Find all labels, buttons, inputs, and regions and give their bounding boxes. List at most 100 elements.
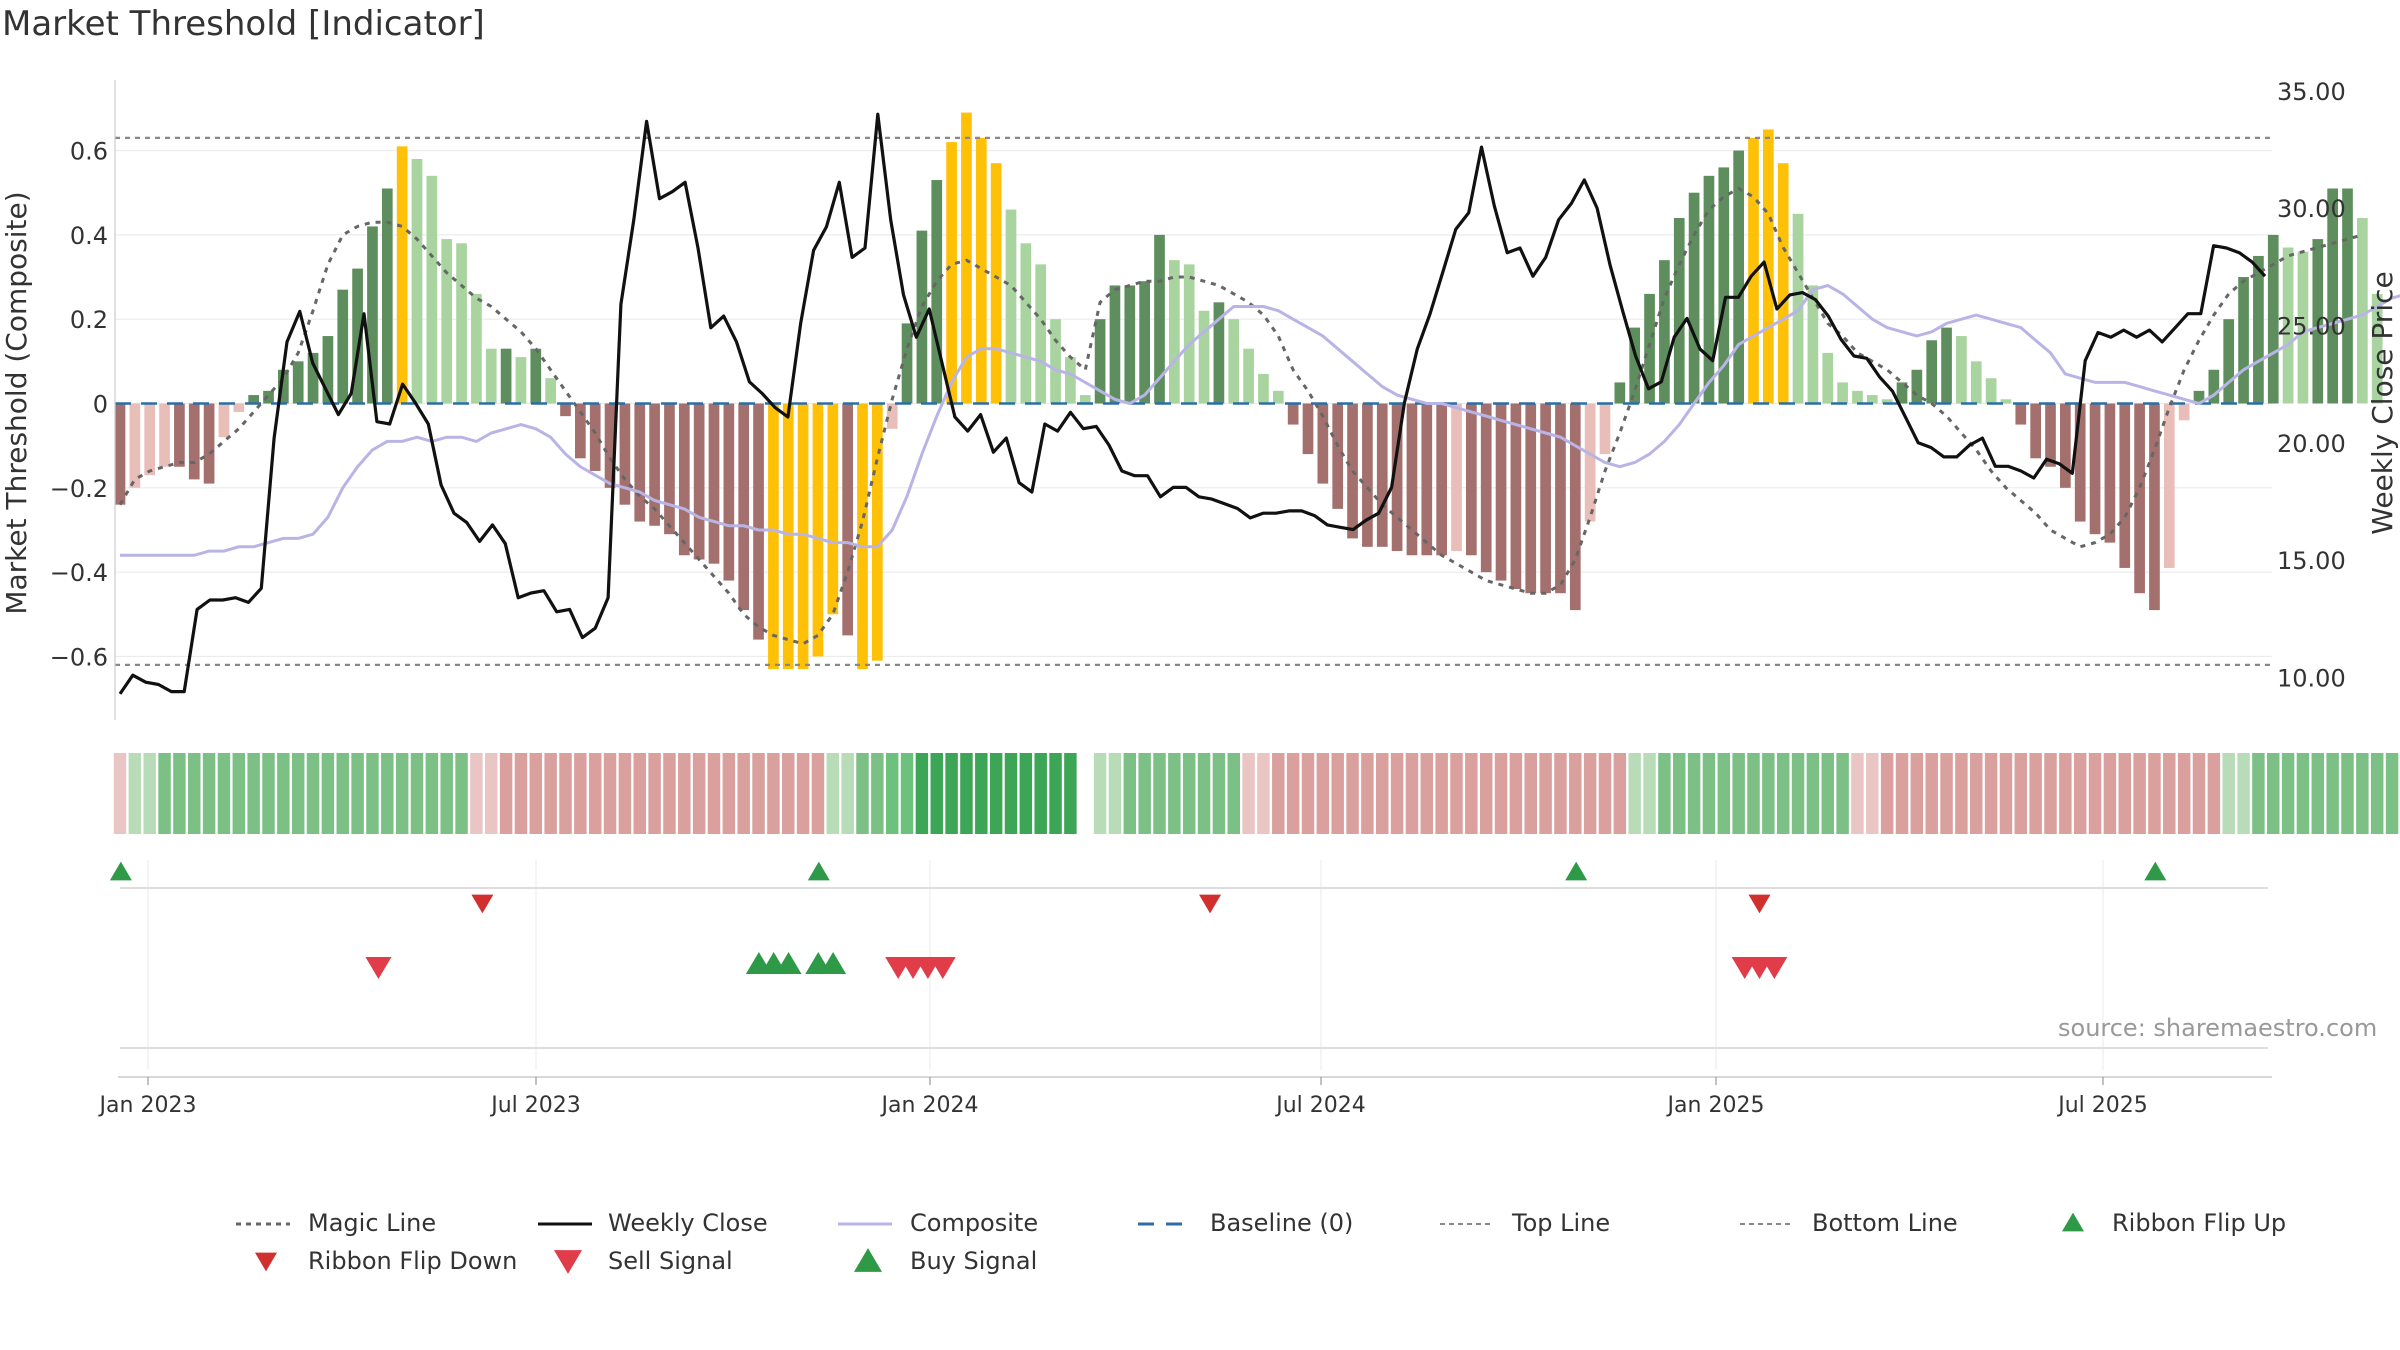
composite-bar	[1035, 264, 1047, 404]
composite-bar	[619, 403, 631, 505]
ribbon-cell	[975, 753, 988, 834]
composite-bar	[961, 112, 972, 404]
ribbon-cell	[737, 753, 750, 834]
y2-tick-label: 15.00	[2277, 547, 2346, 575]
ribbon-cell	[722, 753, 736, 834]
legend-label-close: Weekly Close	[608, 1209, 768, 1237]
ribbon-cell	[1227, 753, 1240, 834]
ribbon-cell	[826, 753, 840, 834]
composite-bar	[1154, 234, 1165, 404]
composite-bar	[1124, 285, 1136, 404]
ribbon-cell	[1806, 753, 1820, 834]
composite-bar	[1763, 129, 1774, 404]
composite-bar	[367, 226, 378, 404]
ribbon-cell	[1895, 753, 1909, 834]
ribbon-cell	[1970, 753, 1983, 834]
ribbon-cell	[885, 753, 899, 834]
ribbon-cell	[499, 753, 513, 834]
composite-bar	[886, 403, 898, 429]
composite-bar	[1362, 403, 1373, 547]
ribbon-cell	[2103, 753, 2117, 834]
composite-bar	[2104, 403, 2116, 543]
composite-bar	[188, 403, 200, 480]
ribbon-cell	[455, 753, 468, 834]
composite-bar	[1005, 209, 1017, 404]
ribbon-cell	[2267, 753, 2280, 834]
ribbon-cell	[1390, 753, 1404, 834]
ribbon-cell	[559, 753, 572, 834]
chart-title: Market Threshold [Indicator]	[2, 4, 485, 44]
ribbon-cell	[618, 753, 632, 834]
composite-bar	[901, 323, 913, 404]
ribbon-cell	[1509, 753, 1523, 834]
ribbon-cell	[841, 753, 854, 834]
ribbon-cell	[425, 753, 439, 834]
ribbon-cell	[188, 753, 201, 834]
ribbon-cell	[1880, 753, 1894, 834]
ribbon-flip-down-marker	[471, 894, 494, 914]
y2-tick-label: 25.00	[2277, 312, 2346, 340]
ribbon-cell	[351, 753, 364, 834]
composite-bar	[471, 293, 482, 404]
ribbon-cell	[707, 753, 721, 834]
composite-bar	[2060, 403, 2071, 488]
ribbon-cell	[2192, 753, 2206, 834]
ribbon-cell	[960, 753, 973, 834]
ribbon-flip-down-marker	[1748, 894, 1771, 914]
ribbon-flip-up-marker	[1565, 861, 1588, 881]
ribbon-cell	[2014, 753, 2028, 834]
composite-bar	[1614, 382, 1626, 404]
composite-bar	[1970, 361, 1982, 404]
composite-bar	[2371, 293, 2383, 404]
composite-bar	[916, 230, 928, 404]
ribbon-cell	[2281, 753, 2295, 834]
ribbon-cell	[945, 753, 958, 834]
composite-bar	[1050, 319, 1061, 404]
composite-bar	[396, 146, 408, 404]
composite-bar	[1703, 175, 1715, 404]
composite-bar	[708, 403, 720, 564]
ribbon-cell	[1583, 753, 1597, 834]
ribbon-cell	[143, 753, 156, 834]
ribbon-cell	[1673, 753, 1686, 834]
x-tick-label: Jul 2024	[1274, 1093, 1366, 1118]
composite-bar	[1391, 403, 1403, 552]
ribbon-cell	[1420, 753, 1434, 834]
ribbon-cell	[1910, 753, 1924, 834]
composite-bar	[2074, 403, 2086, 522]
ribbon-cell	[1717, 753, 1731, 834]
y-tick-label: −0.6	[50, 643, 108, 671]
composite-bar	[1896, 382, 1908, 404]
ribbon-cell	[1999, 753, 2013, 834]
ribbon-cell	[2296, 753, 2310, 834]
composite-bar	[1198, 310, 1210, 404]
composite-bar	[1941, 327, 1952, 404]
composite-bar	[1376, 403, 1388, 547]
composite-bar	[2267, 234, 2279, 404]
ribbon-cell	[2326, 753, 2339, 834]
composite-bar	[2134, 403, 2145, 594]
composite-bar	[678, 403, 690, 556]
ribbon-cell	[1346, 753, 1359, 834]
source-label: source: sharemaestro.com	[2058, 1014, 2378, 1042]
ribbon-cell	[1108, 753, 1122, 834]
y2-tick-label: 30.00	[2277, 195, 2346, 223]
composite-bar	[2089, 403, 2101, 535]
ribbon-cell	[574, 753, 587, 834]
ribbon-cell	[633, 753, 646, 834]
composite-bar	[589, 403, 601, 471]
ribbon-flip-down-marker	[1199, 894, 1222, 914]
composite-bar	[1911, 369, 1923, 404]
composite-bar	[797, 403, 809, 670]
composite-bar	[664, 403, 675, 535]
ribbon-cell	[1702, 753, 1716, 834]
ribbon-cell	[1984, 753, 1998, 834]
ribbon-flip-up-marker	[2144, 861, 2167, 881]
ribbon-cell	[1361, 753, 1374, 834]
ribbon-cell	[2044, 753, 2057, 834]
ribbon-cell	[2177, 753, 2191, 834]
composite-bar	[515, 357, 527, 404]
ribbon-cell	[796, 753, 810, 834]
ribbon-cell	[648, 753, 661, 834]
ribbon-cell	[1866, 753, 1879, 834]
